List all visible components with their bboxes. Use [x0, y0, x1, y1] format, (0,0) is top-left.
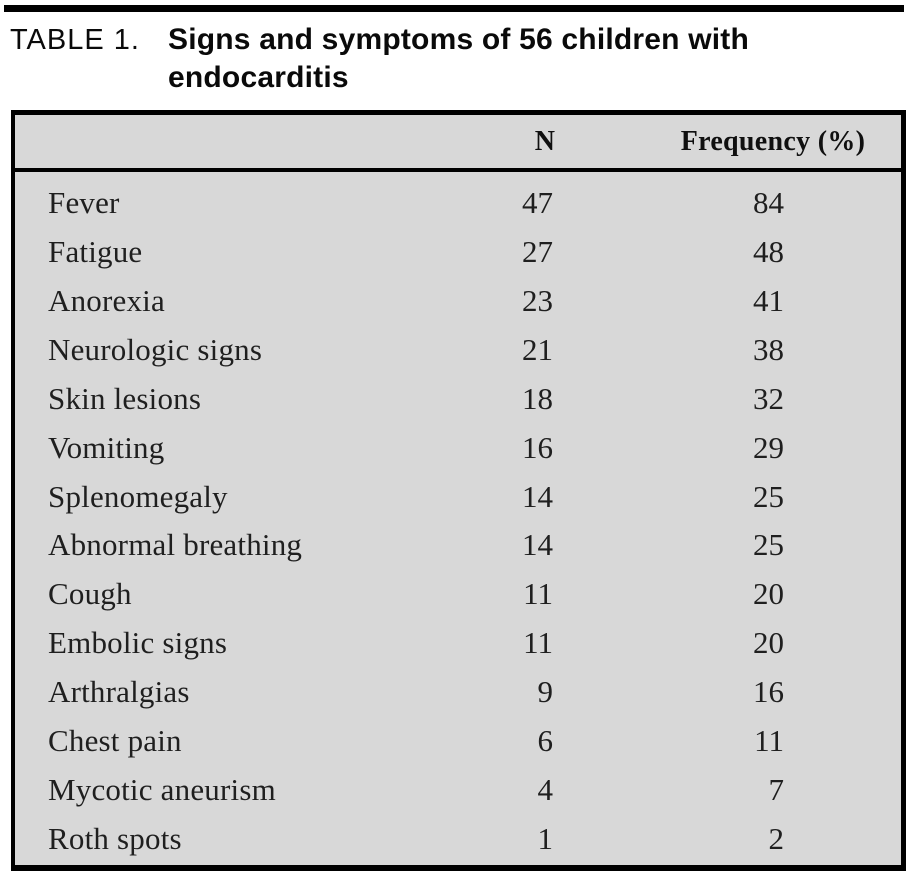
symptom-cell: Abnormal breathing: [48, 527, 303, 563]
table-body: Fever 47 84 Fatigue 27 48 Anorexia 23 41 Neurolog…: [15, 172, 901, 865]
n-cell: 16: [522, 429, 553, 465]
top-rule: [4, 5, 904, 12]
table-row: Fever 47 84: [15, 179, 901, 228]
n-cell: 14: [522, 527, 553, 563]
symptom-cell: Splenomegaly: [48, 478, 228, 514]
table-row: Roth spots 1 2: [15, 814, 901, 863]
table-caption: TABLE 1. Signs and symptoms of 56 childr…: [10, 21, 749, 97]
n-cell: 27: [522, 234, 553, 270]
table-header-row: N Frequency (%): [15, 115, 901, 172]
frequency-header-cell: Frequency (%): [680, 125, 866, 157]
n-cell: 18: [522, 380, 553, 416]
table-row: Mycotic aneurism 4 7: [15, 765, 901, 814]
symptom-cell: Anorexia: [48, 283, 165, 319]
n-cell: 9: [537, 674, 554, 710]
frequency-cell: 84: [753, 185, 784, 221]
n-cell: 14: [522, 478, 553, 514]
frequency-cell: 20: [753, 625, 784, 661]
frequency-cell: 16: [753, 674, 784, 710]
frequency-cell: 41: [753, 283, 784, 319]
table-row: Skin lesions 18 32: [15, 374, 901, 423]
n-cell: 6: [537, 722, 554, 758]
frequency-cell: 7: [768, 771, 785, 807]
n-cell: 47: [522, 185, 553, 221]
symptom-cell: Embolic signs: [48, 625, 228, 661]
n-cell: 1: [537, 820, 554, 856]
n-header-cell: N: [534, 125, 556, 157]
frequency-cell: 25: [753, 478, 784, 514]
table-row: Anorexia 23 41: [15, 277, 901, 326]
table-row: Vomiting 16 29: [15, 423, 901, 472]
symptom-cell: Cough: [48, 576, 132, 612]
n-cell: 4: [537, 771, 554, 807]
frequency-cell: 2: [768, 820, 785, 856]
symptom-cell: Fatigue: [48, 234, 143, 270]
frequency-cell: 29: [753, 429, 784, 465]
n-cell: 11: [523, 576, 553, 612]
symptom-cell: Neurologic signs: [48, 332, 263, 367]
table-row: Arthralgias 9 16: [15, 668, 901, 717]
table-caption-title-line1: Signs and symptoms of 56 children with: [168, 23, 750, 56]
symptom-cell: Mycotic aneurism: [48, 771, 276, 807]
data-table: N Frequency (%) Fever 47 84 Fatigue 27 48 Anor…: [11, 110, 906, 871]
symptom-cell: Skin lesions: [48, 380, 202, 416]
frequency-cell: 11: [754, 722, 784, 758]
table-row: Fatigue 27 48: [15, 228, 901, 277]
symptom-cell: Chest pain: [48, 722, 182, 758]
table-caption-label: TABLE 1.: [10, 24, 140, 56]
frequency-cell: 25: [753, 527, 784, 563]
n-cell: 11: [523, 625, 553, 661]
symptom-cell: Fever: [48, 185, 120, 221]
frequency-cell: 48: [753, 234, 784, 270]
frequency-cell: 38: [753, 332, 784, 367]
table-row: Embolic signs 11 20: [15, 619, 901, 668]
table-row: Cough 11 20: [15, 570, 901, 619]
symptom-cell: Roth spots: [48, 820, 182, 856]
table-caption-title: Signs and symptoms of 56 children with e…: [168, 21, 749, 97]
table-row: Splenomegaly 14 25: [15, 472, 901, 521]
symptom-cell: Arthralgias: [48, 674, 190, 710]
table-caption-title-line2: endocarditis: [168, 61, 349, 94]
n-cell: 23: [522, 283, 553, 319]
table-row: Neurologic signs 21 38: [15, 326, 901, 375]
table-row: Abnormal breathing 14 25: [15, 521, 901, 570]
table-row: Chest pain 6 11: [15, 716, 901, 765]
frequency-cell: 32: [753, 380, 784, 416]
n-cell: 21: [522, 332, 553, 367]
frequency-cell: 20: [753, 576, 784, 612]
symptom-cell: Vomiting: [48, 429, 165, 465]
